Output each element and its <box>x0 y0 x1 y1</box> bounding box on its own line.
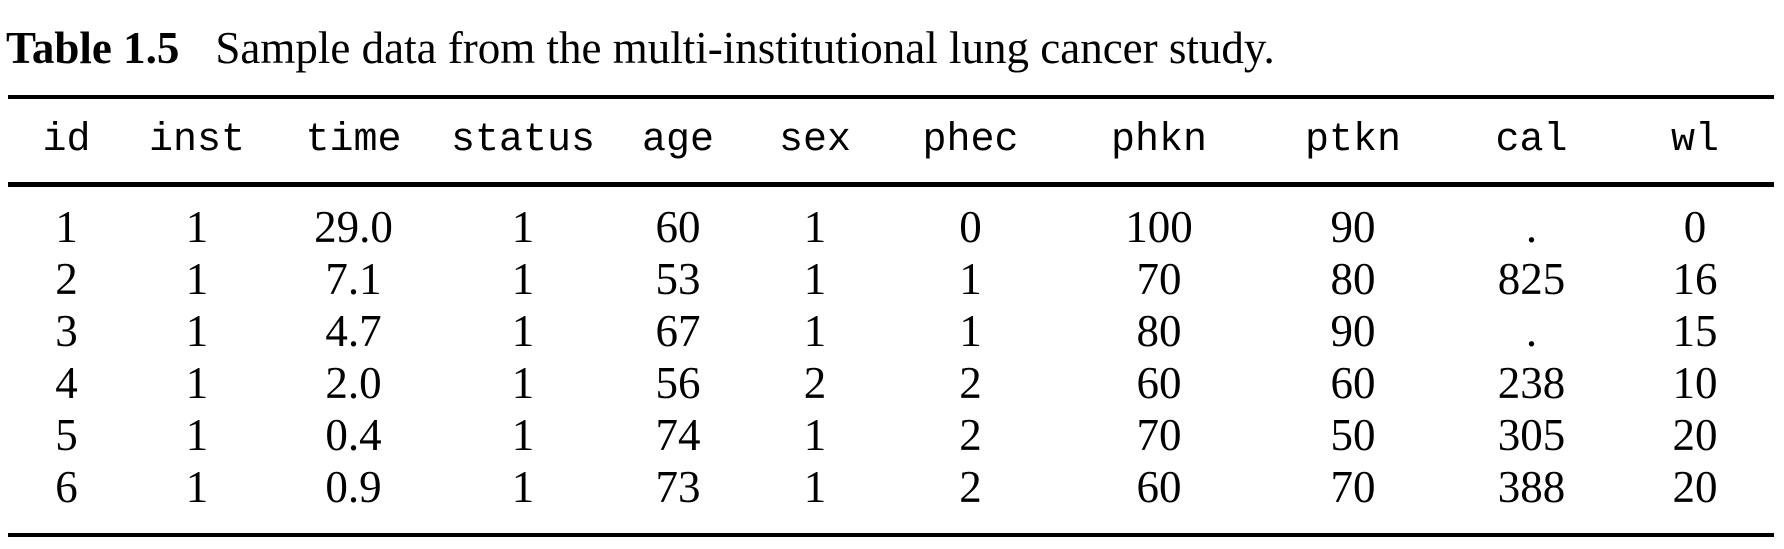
cell-phec: 2 <box>959 409 982 460</box>
cell-time: 0.4 <box>325 409 382 460</box>
cell-time: 0.9 <box>325 461 382 512</box>
cell-inst: 1 <box>185 201 209 252</box>
cell-time: 29.0 <box>314 201 393 252</box>
cell-cal: 388 <box>1497 461 1566 512</box>
table-caption-label: Table 1.5 <box>6 23 180 73</box>
cell-time: 2.0 <box>325 357 382 408</box>
cell-phkn: 80 <box>1136 305 1182 356</box>
column-header-wl: wl <box>1616 99 1774 187</box>
cell-wl: 20 <box>1672 461 1718 512</box>
cell-ptkn: 90 <box>1330 305 1376 356</box>
cell-inst: 1 <box>185 357 209 408</box>
table-row: 2 1 7.1 1 53 1 1 70 80 825 16 <box>8 253 1774 305</box>
cell-sex: 1 <box>803 201 827 252</box>
cell-age: 74 <box>655 409 701 460</box>
cell-phec: 0 <box>959 201 982 252</box>
cell-phkn: 60 <box>1136 357 1182 408</box>
cell-phec: 2 <box>959 357 982 408</box>
cell-age: 67 <box>655 305 701 356</box>
table-row: 5 1 0.4 1 74 1 2 70 50 305 20 <box>8 409 1774 461</box>
table-body: 1 1 29.0 1 60 1 0 100 90. 0 2 1 7.1 1 53 1 1 70 80 825 16 3 1 4… <box>8 187 1774 533</box>
cell-cal: . <box>1525 305 1538 356</box>
cell-id: 1 <box>55 201 78 252</box>
header-row: id inst time status age sex phec phkn ptkn cal wl <box>8 99 1774 187</box>
cell-age: 60 <box>655 201 701 252</box>
table-caption: Table 1.5 Sample data from the multi-inst… <box>0 0 1784 95</box>
cell-wl: 10 <box>1672 357 1718 408</box>
cell-id: 3 <box>55 305 78 356</box>
cell-inst: 1 <box>185 305 209 356</box>
cell-ptkn: 90 <box>1330 201 1376 252</box>
data-table: id inst time status age sex phec phkn ptkn cal wl … <box>8 95 1774 537</box>
cell-phec: 1 <box>959 253 982 304</box>
cell-ptkn: 60 <box>1330 357 1376 408</box>
cell-id: 6 <box>55 461 78 512</box>
cell-status: 1 <box>511 201 535 252</box>
cell-sex: 1 <box>803 253 827 304</box>
cell-inst: 1 <box>185 409 209 460</box>
table-caption-text: Sample data from the multi-institutional… <box>215 23 1275 73</box>
cell-sex: 1 <box>803 461 827 512</box>
cell-phkn: 70 <box>1136 253 1182 304</box>
column-header-time: time <box>269 99 438 187</box>
cell-wl: 20 <box>1672 409 1718 460</box>
table-row: 6 1 0.9 1 73 1 2 60 70 388 20 <box>8 461 1774 533</box>
cell-cal: 238 <box>1497 357 1566 408</box>
cell-phkn: 70 <box>1136 409 1182 460</box>
cell-cal: 305 <box>1497 409 1566 460</box>
cell-id: 4 <box>55 357 78 408</box>
cell-sex: 1 <box>803 409 827 460</box>
cell-ptkn: 50 <box>1330 409 1376 460</box>
cell-id: 5 <box>55 409 78 460</box>
column-header-age: age <box>608 99 748 187</box>
cell-inst: 1 <box>185 461 209 512</box>
column-header-ptkn: ptkn <box>1259 99 1447 187</box>
cell-wl: 16 <box>1672 253 1718 304</box>
cell-time: 4.7 <box>325 305 382 356</box>
cell-ptkn: 70 <box>1330 461 1376 512</box>
cell-age: 56 <box>655 357 701 408</box>
column-header-cal: cal <box>1447 99 1616 187</box>
column-header-status: status <box>438 99 608 187</box>
cell-time: 7.1 <box>325 253 382 304</box>
cell-phec: 2 <box>959 461 982 512</box>
cell-id: 2 <box>55 253 78 304</box>
cell-phkn: 60 <box>1136 461 1182 512</box>
column-header-phec: phec <box>882 99 1059 187</box>
cell-cal: 825 <box>1497 253 1566 304</box>
table-row: 3 1 4.7 1 67 1 1 80 90. 15 <box>8 305 1774 357</box>
cell-sex: 2 <box>803 357 827 408</box>
table-row: 1 1 29.0 1 60 1 0 100 90. 0 <box>8 187 1774 253</box>
cell-phec: 1 <box>959 305 982 356</box>
cell-status: 1 <box>511 357 535 408</box>
cell-status: 1 <box>511 461 535 512</box>
column-header-id: id <box>8 99 125 187</box>
column-header-phkn: phkn <box>1059 99 1259 187</box>
cell-cal: . <box>1525 201 1538 252</box>
cell-wl: 0 <box>1683 201 1707 252</box>
column-header-inst: inst <box>125 99 269 187</box>
cell-ptkn: 80 <box>1330 253 1376 304</box>
cell-age: 73 <box>655 461 701 512</box>
table-row: 4 1 2.0 1 56 2 2 60 60 238 10 <box>8 357 1774 409</box>
cell-inst: 1 <box>185 253 209 304</box>
column-header-sex: sex <box>748 99 882 187</box>
cell-wl: 15 <box>1672 305 1718 356</box>
cell-age: 53 <box>655 253 701 304</box>
cell-sex: 1 <box>803 305 827 356</box>
cell-status: 1 <box>511 305 535 356</box>
cell-phkn: 100 <box>1125 201 1193 252</box>
cell-status: 1 <box>511 409 535 460</box>
cell-status: 1 <box>511 253 535 304</box>
